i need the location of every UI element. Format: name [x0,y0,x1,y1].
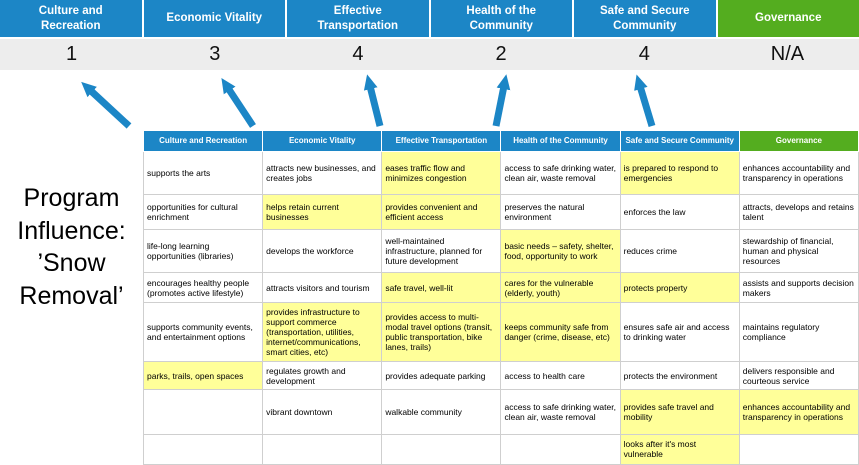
matrix-cell-r1-c5: is prepared to respond to emergencies [619,151,740,195]
matrix-column-header-6: Governance [738,130,859,152]
matrix-cell-r7-c5: provides safe travel and mobility [619,388,740,435]
pillar-header-2: Economic Vitality [143,0,285,37]
matrix-cell-r3-c1: life-long learning opportunities (librar… [142,229,264,274]
title-line-1: Program [23,184,120,212]
title-line-4: Removal’ [19,281,124,310]
matrix-header-row: Culture and Recreation Economic Vitality E… [142,130,859,152]
matrix-cell-r5-c3: provides access to multi-modal travel op… [381,302,502,363]
matrix-cell-r5-c6: maintains regulatory compliance [738,302,859,363]
matrix-cell-r8-c4 [500,433,621,465]
score-arrow-3-icon [363,74,384,127]
matrix-cell-r7-c1 [142,388,264,435]
pillar-score-6: N/A [770,43,805,65]
matrix-row-3: life-long learning opportunities (librar… [142,229,859,274]
matrix-cell-r8-c5: looks after it's most vulnerable [619,433,740,465]
matrix-cell-r3-c3: well-maintained infrastructure, planned … [381,229,502,274]
matrix-cell-r4-c4: cares for the vulnerable (elderly, youth… [500,272,621,304]
matrix-cell-r4-c3: safe travel, well-lit [381,272,502,304]
content-band: Program Influence: ’Snow Removal’ Cultur… [0,130,859,465]
matrix-cell-r8-c1 [142,433,264,465]
pillar-header-1: Culture and Recreation [0,0,142,37]
matrix-cell-r5-c4: keeps community safe from danger (crime,… [500,302,621,363]
matrix-row-5: supports community events, and entertain… [142,302,859,363]
matrix-cell-r3-c6: stewardship of financial, human and phys… [738,229,859,274]
program-influence-title: Program Influence: ’Snow Removal’ [17,182,125,312]
matrix-cell-r4-c1: encourages healthy people (promotes acti… [142,272,264,304]
matrix-cell-r1-c3: eases traffic flow and minimizes congest… [381,151,502,195]
matrix-row-8: looks after it's most vulnerable [142,433,859,465]
pillar-score-3: 4 [352,43,364,65]
matrix-cell-r4-c5: protects property [619,272,740,304]
influence-matrix: Culture and Recreation Economic Vitality E… [142,130,859,465]
matrix-cell-r2-c6: attracts, develops and retains talent [738,193,859,231]
matrix-row-7: vibrant downtown walkable community access… [142,388,859,435]
pillar-header-6: Governance [717,0,859,37]
title-line-3: ’Snow [37,249,106,277]
matrix-row-1: supports the arts attracts new businesses… [142,151,859,195]
matrix-cell-r3-c2: develops the workforce [262,229,383,274]
matrix-cell-r6-c3: provides adequate parking [381,361,502,390]
matrix-column-header-3: Effective Transportation [381,130,502,152]
matrix-cell-r6-c6: delivers responsible and courteous servi… [738,361,859,390]
pillar-header-band: Culture and Recreation Economic Vitality E… [0,0,859,37]
matrix-cell-r5-c5: ensures safe air and access to drinking … [619,302,740,363]
matrix-cell-r1-c4: access to safe drinking water, clean air… [500,151,621,195]
matrix-cell-r2-c1: opportunities for cultural enrichment [142,193,264,231]
matrix-cell-r6-c2: regulates growth and development [262,361,383,390]
matrix-column-header-5: Safe and Secure Community [619,130,740,152]
pillar-header-5: Safe and Secure Community [574,0,716,37]
pillar-score-1: 1 [66,43,78,65]
matrix-cell-r6-c4: access to health care [500,361,621,390]
title-line-2: Influence: [17,216,126,245]
matrix-column-header-2: Economic Vitality [262,130,383,152]
matrix-cell-r8-c3 [381,433,502,465]
score-arrow-2-icon [221,77,256,128]
matrix-cell-r2-c4: preserves the natural environment [500,193,621,231]
left-gutter: Program Influence: ’Snow Removal’ [0,130,143,465]
matrix-cell-r1-c2: attracts new businesses, and creates job… [262,151,383,195]
matrix-cell-r7-c6: enhances accountability and transparency… [738,388,859,435]
matrix-cell-r6-c5: protects the environment [619,361,740,390]
matrix-row-6: parks, trails, open spaces regulates grow… [142,361,859,390]
matrix-cell-r5-c1: supports community events, and entertain… [142,302,264,363]
matrix-cell-r2-c5: enforces the law [619,193,740,231]
matrix-cell-r4-c6: assists and supports decision makers [738,272,859,304]
matrix-cell-r7-c2: vibrant downtown [262,388,383,435]
matrix-row-2: opportunities for cultural enrichment hel… [142,193,859,231]
matrix-cell-r3-c4: basic needs – safety, shelter, food, opp… [500,229,621,274]
matrix-cell-r8-c6 [738,433,859,465]
pillar-header-3: Effective Transportation [287,0,429,37]
matrix-cell-r7-c3: walkable community [381,388,502,435]
pillar-score-band: 1 3 4 2 4 N/A [0,39,859,70]
matrix-cell-r7-c4: access to safe drinking water, clean air… [500,388,621,435]
score-arrows [81,74,656,129]
matrix-cell-r4-c2: attracts visitors and tourism [262,272,383,304]
pillar-score-4: 2 [495,43,507,65]
score-arrow-4-icon [492,74,511,127]
matrix-column-header-4: Health of the Community [500,130,621,152]
pillar-header-4: Health of the Community [430,0,572,37]
matrix-row-4: encourages healthy people (promotes acti… [142,272,859,304]
matrix-column-header-1: Culture and Recreation [142,130,264,152]
pillar-score-5: 4 [638,43,650,65]
matrix-cell-r3-c5: reduces crime [619,229,740,274]
pillar-score-2: 3 [209,43,221,65]
score-arrow-5-icon [634,74,656,128]
matrix-cell-r1-c1: supports the arts [142,151,264,195]
score-arrow-1-icon [81,81,132,129]
matrix-cell-r1-c6: enhances accountability and transparency… [738,151,859,195]
matrix-cell-r5-c2: provides infrastructure to support comme… [262,302,383,363]
matrix-body: supports the arts attracts new businesses… [142,151,859,465]
matrix-cell-r2-c3: provides convenient and efficient access [381,193,502,231]
matrix-cell-r8-c2 [262,433,383,465]
matrix-cell-r2-c2: helps retain current businesses [262,193,383,231]
matrix-cell-r6-c1: parks, trails, open spaces [142,361,264,390]
